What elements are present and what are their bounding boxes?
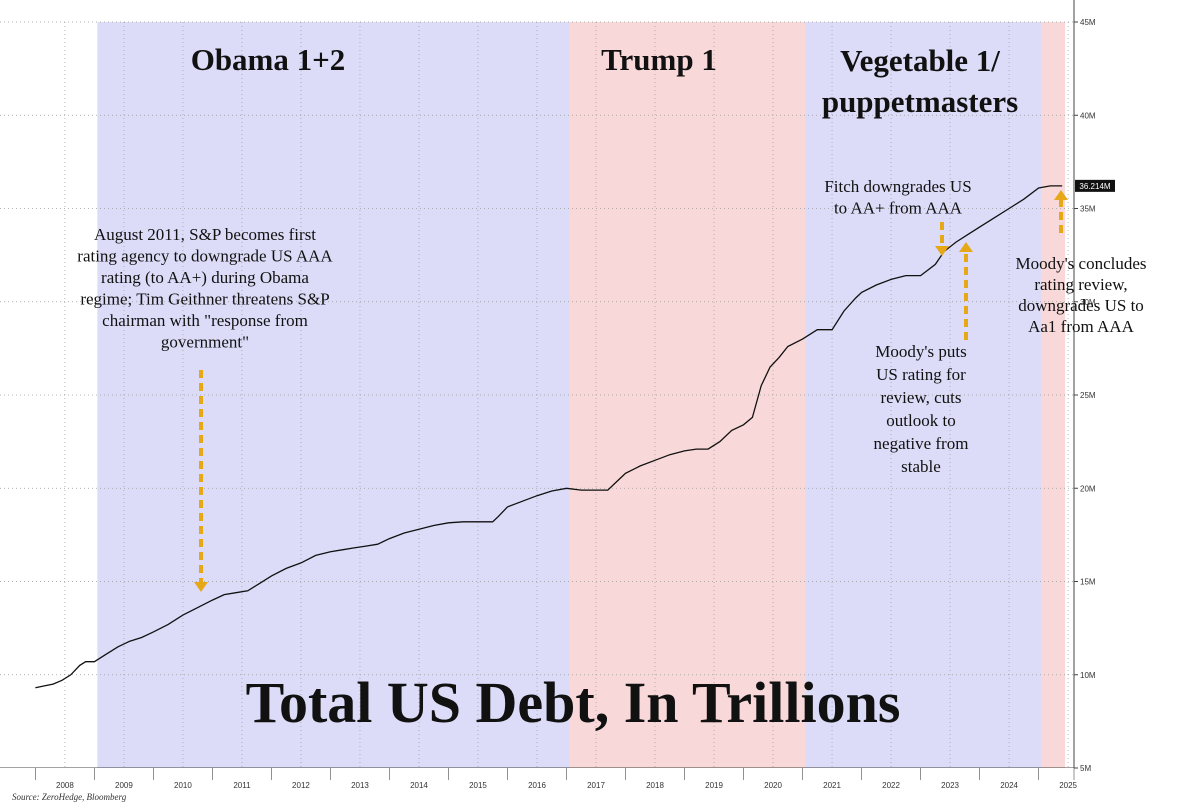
chart-title: Total US Debt, In Trillions [246, 670, 901, 735]
era-label-0: Obama 1+2 [191, 42, 346, 77]
x-tick-label: 2019 [705, 781, 723, 790]
x-tick-label: 2017 [587, 781, 605, 790]
arrow-moodys-conclude-head [1054, 190, 1068, 200]
arrow-fitch-head [935, 246, 949, 256]
y-tick-label: 45M [1080, 18, 1096, 27]
x-tick-label: 2013 [351, 781, 369, 790]
annotation-moodys-review: Moody's puts [875, 342, 966, 361]
annotation-sp-2011: chairman with "response from [102, 311, 308, 330]
annotation-moodys-conclude: downgrades US to [1018, 296, 1144, 315]
x-tick-label: 2022 [882, 781, 900, 790]
annotation-moodys-conclude: rating review, [1034, 275, 1127, 294]
y-tick-label: 5M [1080, 764, 1091, 773]
x-tick-label: 2018 [646, 781, 664, 790]
era-bands [97, 22, 1066, 768]
annotation-moodys-review: stable [901, 457, 941, 476]
era-label-1: Trump 1 [601, 42, 717, 77]
annotation-moodys-review: US rating for [876, 365, 966, 384]
annotation-moodys-conclude: Moody's concludes [1015, 254, 1146, 273]
arrow-moodys-review-head [959, 242, 973, 252]
debt-series [35, 185, 1063, 689]
y-tick-label: 15M [1080, 578, 1096, 587]
x-tick-label: 2016 [528, 781, 546, 790]
annotation-fitch-2023: Fitch downgrades US [824, 177, 971, 196]
annotation-moodys-review: outlook to [886, 411, 955, 430]
y-tick-label: 35M [1080, 205, 1096, 214]
era-band-3 [1041, 22, 1066, 768]
y-tick-label: 10M [1080, 671, 1096, 680]
annotation-arrows [194, 190, 1068, 592]
x-tick-label: 2020 [764, 781, 782, 790]
y-tick-label: 30M [1080, 298, 1096, 307]
annotations: August 2011, S&P becomes first rating age… [77, 177, 1146, 476]
annotation-moodys-conclude: Aa1 from AAA [1028, 317, 1134, 336]
last-value-label: 36.214M [1079, 182, 1110, 191]
annotation-sp-2011: August 2011, S&P becomes first [94, 225, 316, 244]
era-label-2: Vegetable 1/ [840, 43, 1000, 78]
x-tick-label: 2015 [469, 781, 487, 790]
last-value-box [1075, 179, 1115, 192]
x-tick-label: 2012 [292, 781, 310, 790]
annotation-fitch-2023: to AA+ from AAA [834, 199, 963, 218]
annotation-sp-2011: regime; Tim Geithner threatens S&P [80, 290, 329, 309]
era-labels: Obama 1+2 Trump 1 Vegetable 1/puppetmaster… [191, 42, 1018, 119]
annotation-sp-2011: rating (to AA+) during Obama [101, 268, 309, 287]
x-tick-label: 2025 [1059, 781, 1077, 790]
x-axis-strip [0, 768, 1200, 802]
annotation-sp-2011: government" [161, 333, 249, 352]
x-tick-label: 2011 [233, 781, 251, 790]
y-tick-label: 20M [1080, 484, 1096, 493]
x-tick-label: 2009 [115, 781, 133, 790]
annotation-sp-2011: rating agency to downgrade US AAA [77, 247, 333, 266]
x-tick-label: 2024 [1000, 781, 1018, 790]
x-tick-label: 2023 [941, 781, 959, 790]
x-tick-label: 2014 [410, 781, 428, 790]
annotation-moodys-review: negative from [874, 434, 969, 453]
x-tick-label: 2010 [174, 781, 192, 790]
chart-source: Source: ZeroHedge, Bloomberg [12, 792, 127, 802]
grid-lines [0, 21, 1074, 769]
y-tick-label: 25M [1080, 391, 1096, 400]
debt-line [35, 185, 1063, 689]
x-tick-label: 2008 [56, 781, 74, 790]
y-tick-label: 40M [1080, 111, 1096, 120]
era-label-2: puppetmasters [822, 84, 1018, 119]
annotation-moodys-review: review, cuts [880, 388, 961, 407]
arrow-sp-2011-head [194, 582, 208, 592]
x-tick-label: 2021 [823, 781, 841, 790]
